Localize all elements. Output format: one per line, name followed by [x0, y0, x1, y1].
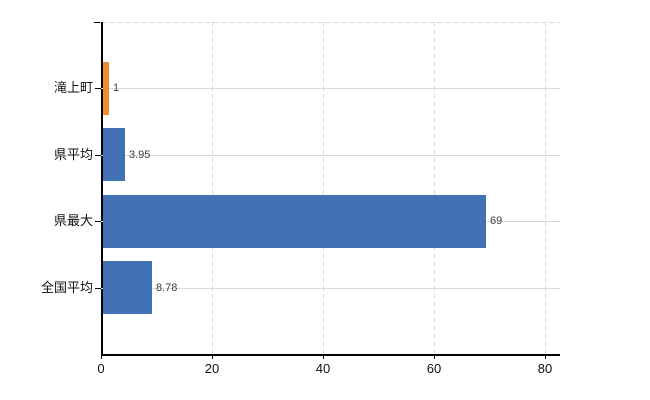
- y-axis-tick: [95, 221, 101, 222]
- category-label: 全国平均: [40, 280, 93, 295]
- x-axis-tick: [323, 354, 324, 359]
- bar: [103, 128, 125, 181]
- bar: [103, 195, 486, 248]
- x-tick-label: 20: [204, 361, 220, 376]
- category-label: 県平均: [53, 147, 93, 162]
- x-axis-tick: [212, 354, 213, 359]
- bar: [103, 261, 152, 314]
- category-gridline: [101, 155, 560, 156]
- y-axis-top-tick: [94, 22, 100, 23]
- x-tick-label: 0: [97, 361, 105, 376]
- vertical-gridline: [212, 22, 213, 354]
- plot-top-border: [101, 22, 560, 23]
- bar-value-label: 69: [490, 215, 503, 227]
- y-axis-tick: [95, 288, 101, 289]
- x-axis-tick: [434, 354, 435, 359]
- x-axis-tick: [101, 354, 102, 359]
- plot-area: 1 3.95 69 8.78: [101, 22, 560, 356]
- vertical-gridline: [323, 22, 324, 354]
- category-label: 県最大: [53, 213, 93, 228]
- vertical-gridline: [545, 22, 546, 354]
- bar-value-label: 8.78: [156, 282, 178, 294]
- y-axis-tick: [95, 88, 101, 89]
- y-axis-tick: [95, 155, 101, 156]
- y-axis-line: [101, 22, 103, 354]
- x-tick-label: 40: [315, 361, 331, 376]
- bar-value-label: 1: [113, 82, 120, 94]
- x-axis-tick: [545, 354, 546, 359]
- x-tick-label: 80: [537, 361, 553, 376]
- vertical-gridline: [434, 22, 435, 354]
- x-tick-label: 60: [426, 361, 442, 376]
- category-gridline: [101, 288, 560, 289]
- x-axis-line: [101, 354, 560, 356]
- category-label: 滝上町: [53, 80, 93, 95]
- bar: [103, 62, 109, 115]
- bar-value-label: 3.95: [129, 149, 151, 161]
- category-gridline: [101, 88, 560, 89]
